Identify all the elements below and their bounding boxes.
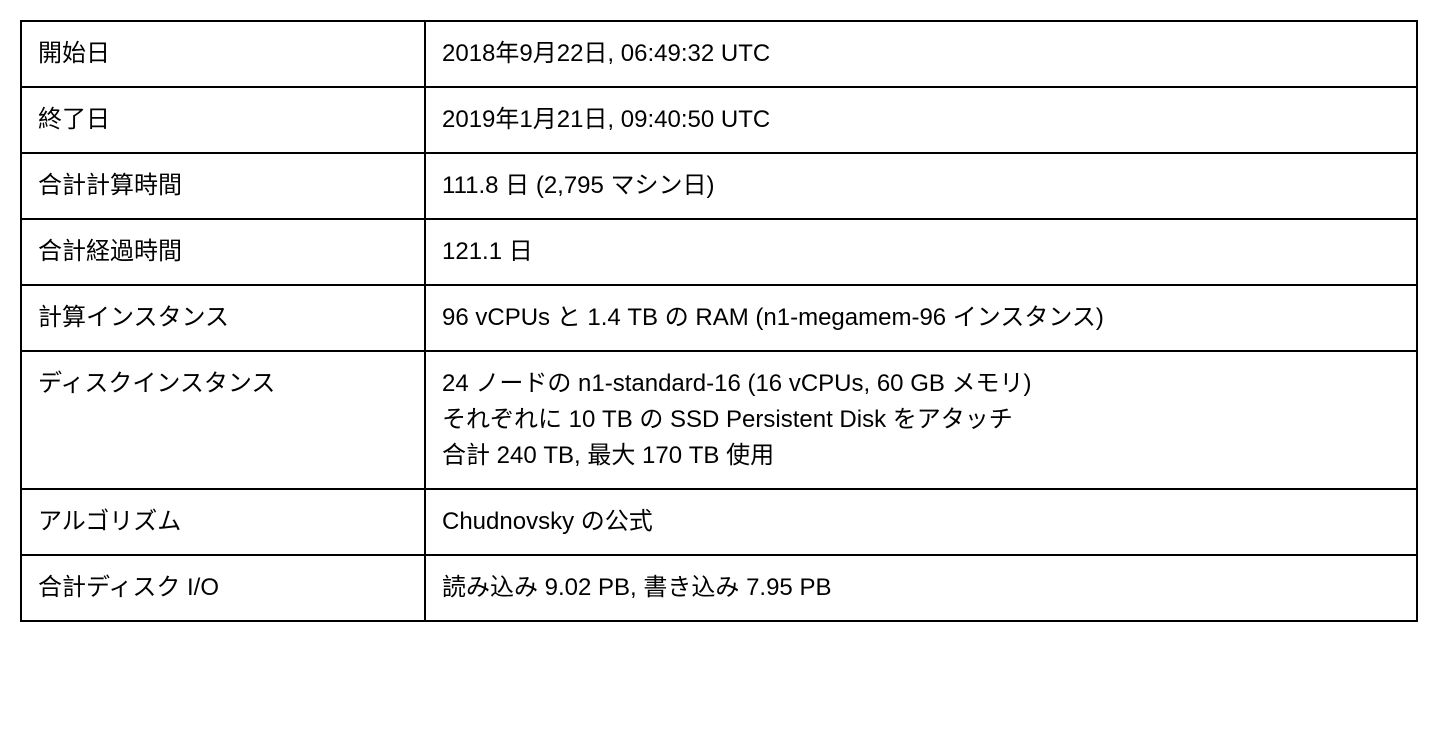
table-row: 終了日 2019年1月21日, 09:40:50 UTC <box>21 87 1417 153</box>
row-value: 121.1 日 <box>425 219 1417 285</box>
row-label: 合計ディスク I/O <box>21 555 425 621</box>
table-row: ディスクインスタンス 24 ノードの n1-standard-16 (16 vC… <box>21 351 1417 489</box>
row-label: アルゴリズム <box>21 489 425 555</box>
spec-table: 開始日 2018年9月22日, 06:49:32 UTC 終了日 2019年1月… <box>20 20 1418 622</box>
row-value: 24 ノードの n1-standard-16 (16 vCPUs, 60 GB … <box>425 351 1417 489</box>
row-label: 合計計算時間 <box>21 153 425 219</box>
row-label: ディスクインスタンス <box>21 351 425 489</box>
row-value: 2018年9月22日, 06:49:32 UTC <box>425 21 1417 87</box>
row-value: Chudnovsky の公式 <box>425 489 1417 555</box>
table-row: アルゴリズム Chudnovsky の公式 <box>21 489 1417 555</box>
row-label: 開始日 <box>21 21 425 87</box>
row-label: 合計経過時間 <box>21 219 425 285</box>
table-row: 合計経過時間 121.1 日 <box>21 219 1417 285</box>
table-row: 合計ディスク I/O 読み込み 9.02 PB, 書き込み 7.95 PB <box>21 555 1417 621</box>
row-label: 計算インスタンス <box>21 285 425 351</box>
row-label: 終了日 <box>21 87 425 153</box>
row-value: 111.8 日 (2,795 マシン日) <box>425 153 1417 219</box>
table-row: 計算インスタンス 96 vCPUs と 1.4 TB の RAM (n1-meg… <box>21 285 1417 351</box>
row-value: 2019年1月21日, 09:40:50 UTC <box>425 87 1417 153</box>
table-row: 合計計算時間 111.8 日 (2,795 マシン日) <box>21 153 1417 219</box>
row-value: 読み込み 9.02 PB, 書き込み 7.95 PB <box>425 555 1417 621</box>
table-row: 開始日 2018年9月22日, 06:49:32 UTC <box>21 21 1417 87</box>
row-value: 96 vCPUs と 1.4 TB の RAM (n1-megamem-96 イ… <box>425 285 1417 351</box>
